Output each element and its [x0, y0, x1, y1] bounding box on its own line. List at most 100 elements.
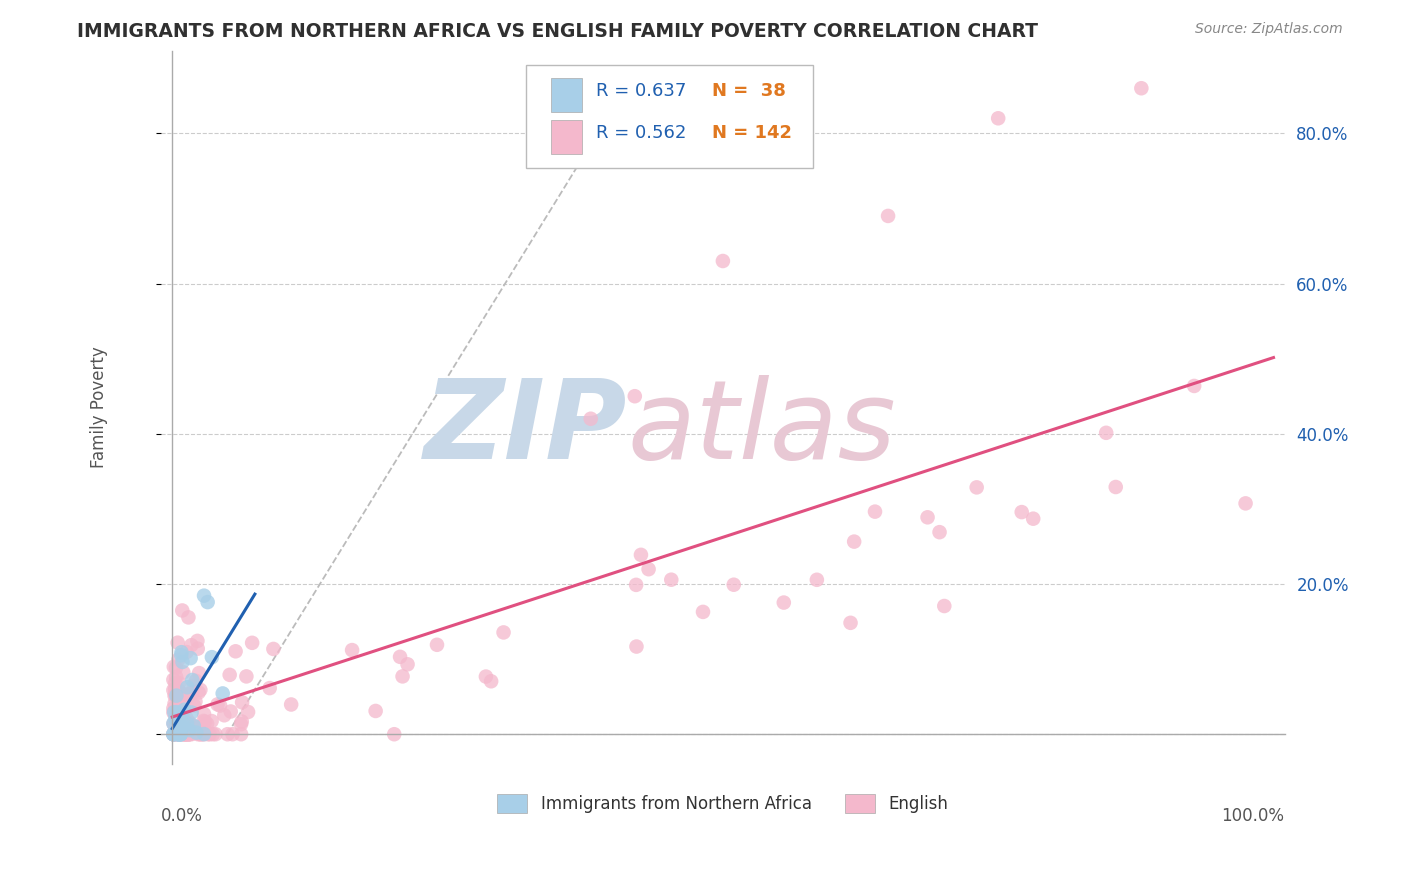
Point: [1095, 425, 1118, 440]
Point: [193, 727, 215, 741]
Point: [166, 705, 188, 719]
Point: [1105, 480, 1128, 494]
Point: [844, 534, 866, 549]
Point: [235, 669, 257, 683]
Point: [165, 675, 187, 690]
Text: Source: ZipAtlas.com: Source: ZipAtlas.com: [1195, 22, 1343, 37]
Point: [966, 480, 988, 494]
Point: [236, 705, 259, 719]
Point: [181, 724, 204, 739]
Point: [162, 706, 184, 720]
Point: [389, 649, 412, 664]
Point: [163, 660, 186, 674]
Point: [177, 727, 200, 741]
Point: [240, 636, 263, 650]
Point: [167, 652, 190, 666]
Point: [190, 682, 212, 697]
Point: [163, 727, 186, 741]
Point: [863, 505, 886, 519]
Point: [176, 716, 198, 731]
Point: [187, 641, 209, 656]
Point: [176, 727, 198, 741]
Point: [193, 714, 215, 728]
Point: [187, 727, 209, 741]
Point: [179, 716, 201, 731]
Point: [1234, 496, 1257, 510]
Point: [170, 705, 193, 719]
Point: [166, 705, 188, 719]
Point: [170, 648, 193, 663]
Point: [172, 715, 194, 730]
Point: [165, 726, 187, 740]
Point: [692, 605, 714, 619]
Point: [163, 697, 186, 711]
Point: [180, 651, 202, 665]
Point: [167, 684, 190, 698]
Point: [492, 625, 515, 640]
Point: [176, 727, 198, 741]
Point: [188, 666, 211, 681]
Point: [186, 725, 208, 739]
Legend: Immigrants from Northern Africa, English: Immigrants from Northern Africa, English: [491, 788, 955, 820]
Point: [176, 721, 198, 735]
Point: [165, 670, 187, 684]
Point: [176, 687, 198, 701]
Point: [166, 635, 188, 649]
Point: [623, 389, 645, 403]
Point: [170, 727, 193, 741]
Point: [162, 701, 184, 715]
Bar: [551, 120, 582, 154]
Point: [262, 642, 284, 657]
Point: [162, 727, 184, 741]
FancyBboxPatch shape: [526, 65, 813, 169]
Point: [188, 727, 211, 741]
Point: [183, 698, 205, 713]
Point: [197, 595, 219, 609]
Point: [987, 112, 1010, 126]
Point: [928, 525, 950, 540]
Point: [218, 668, 240, 682]
Point: [162, 727, 184, 741]
Text: R = 0.562: R = 0.562: [596, 124, 686, 142]
Point: [167, 688, 190, 702]
Point: [170, 695, 193, 709]
Point: [162, 716, 184, 731]
Point: [165, 718, 187, 732]
Point: [723, 578, 745, 592]
Point: [630, 548, 652, 562]
Point: [162, 727, 184, 741]
Point: [169, 727, 191, 741]
Point: [173, 688, 195, 702]
Point: [172, 721, 194, 735]
Point: [167, 727, 190, 741]
Point: [219, 705, 242, 719]
Point: [181, 722, 204, 736]
Point: [229, 727, 252, 741]
Point: [217, 727, 239, 741]
Point: [229, 717, 252, 731]
Point: [166, 727, 188, 741]
Point: [183, 679, 205, 693]
Point: [179, 727, 201, 741]
Point: [659, 573, 682, 587]
Point: [173, 727, 195, 741]
Point: [917, 510, 939, 524]
Point: [579, 411, 602, 425]
Point: [169, 690, 191, 705]
Point: [174, 727, 197, 741]
Point: [162, 727, 184, 741]
Text: N =  38: N = 38: [711, 82, 786, 100]
Point: [184, 673, 207, 688]
Point: [170, 645, 193, 659]
Point: [167, 727, 190, 741]
Point: [772, 596, 794, 610]
Text: N = 142: N = 142: [711, 124, 792, 142]
Point: [201, 714, 224, 728]
Point: [221, 727, 243, 741]
Point: [165, 707, 187, 722]
Point: [165, 689, 187, 703]
Point: [163, 689, 186, 703]
Point: [1130, 81, 1153, 95]
Text: 100.0%: 100.0%: [1222, 807, 1285, 825]
Point: [711, 254, 734, 268]
